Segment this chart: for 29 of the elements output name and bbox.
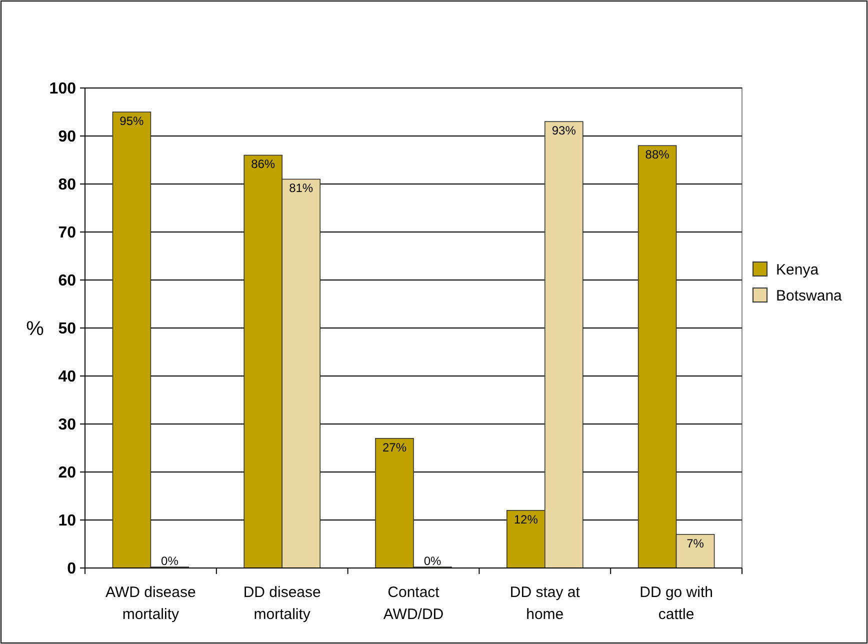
data-label: 81% — [289, 181, 314, 196]
y-tick-label: 70 — [58, 224, 76, 242]
x-tick-label: DD go with cattle — [640, 584, 713, 623]
y-tick-label: 20 — [58, 464, 76, 482]
y-axis-title: % — [26, 318, 44, 340]
y-tick-label: 40 — [58, 368, 76, 386]
y-tick-label: 90 — [58, 128, 76, 146]
legend-label: Kenya — [776, 261, 820, 278]
legend-label: Botswana — [776, 287, 843, 304]
y-tick-label: 60 — [58, 272, 76, 290]
data-label: 0% — [424, 554, 442, 568]
data-label: 0% — [161, 554, 179, 568]
x-tick-label: AWD disease mortality — [106, 584, 196, 623]
y-tick-label: 10 — [58, 512, 76, 530]
y-tick-label: 80 — [58, 176, 76, 194]
data-label: 88% — [645, 148, 670, 162]
data-label: 93% — [552, 124, 576, 138]
y-tick-label: 30 — [58, 416, 76, 434]
data-label: 86% — [251, 157, 276, 172]
y-tick-label: 0 — [67, 560, 76, 578]
data-label: 7% — [686, 536, 704, 550]
x-tick-label: DD disease mortality — [243, 584, 321, 623]
data-label: 12% — [514, 512, 538, 526]
x-tick-label: DD stay at home — [510, 584, 581, 623]
y-tick-label: 50 — [58, 320, 76, 338]
data-label: 27% — [382, 440, 407, 454]
y-tick-label: 100 — [49, 80, 76, 98]
data-label: 95% — [120, 114, 144, 128]
x-tick-label: Contact AWD/DD — [383, 584, 444, 623]
